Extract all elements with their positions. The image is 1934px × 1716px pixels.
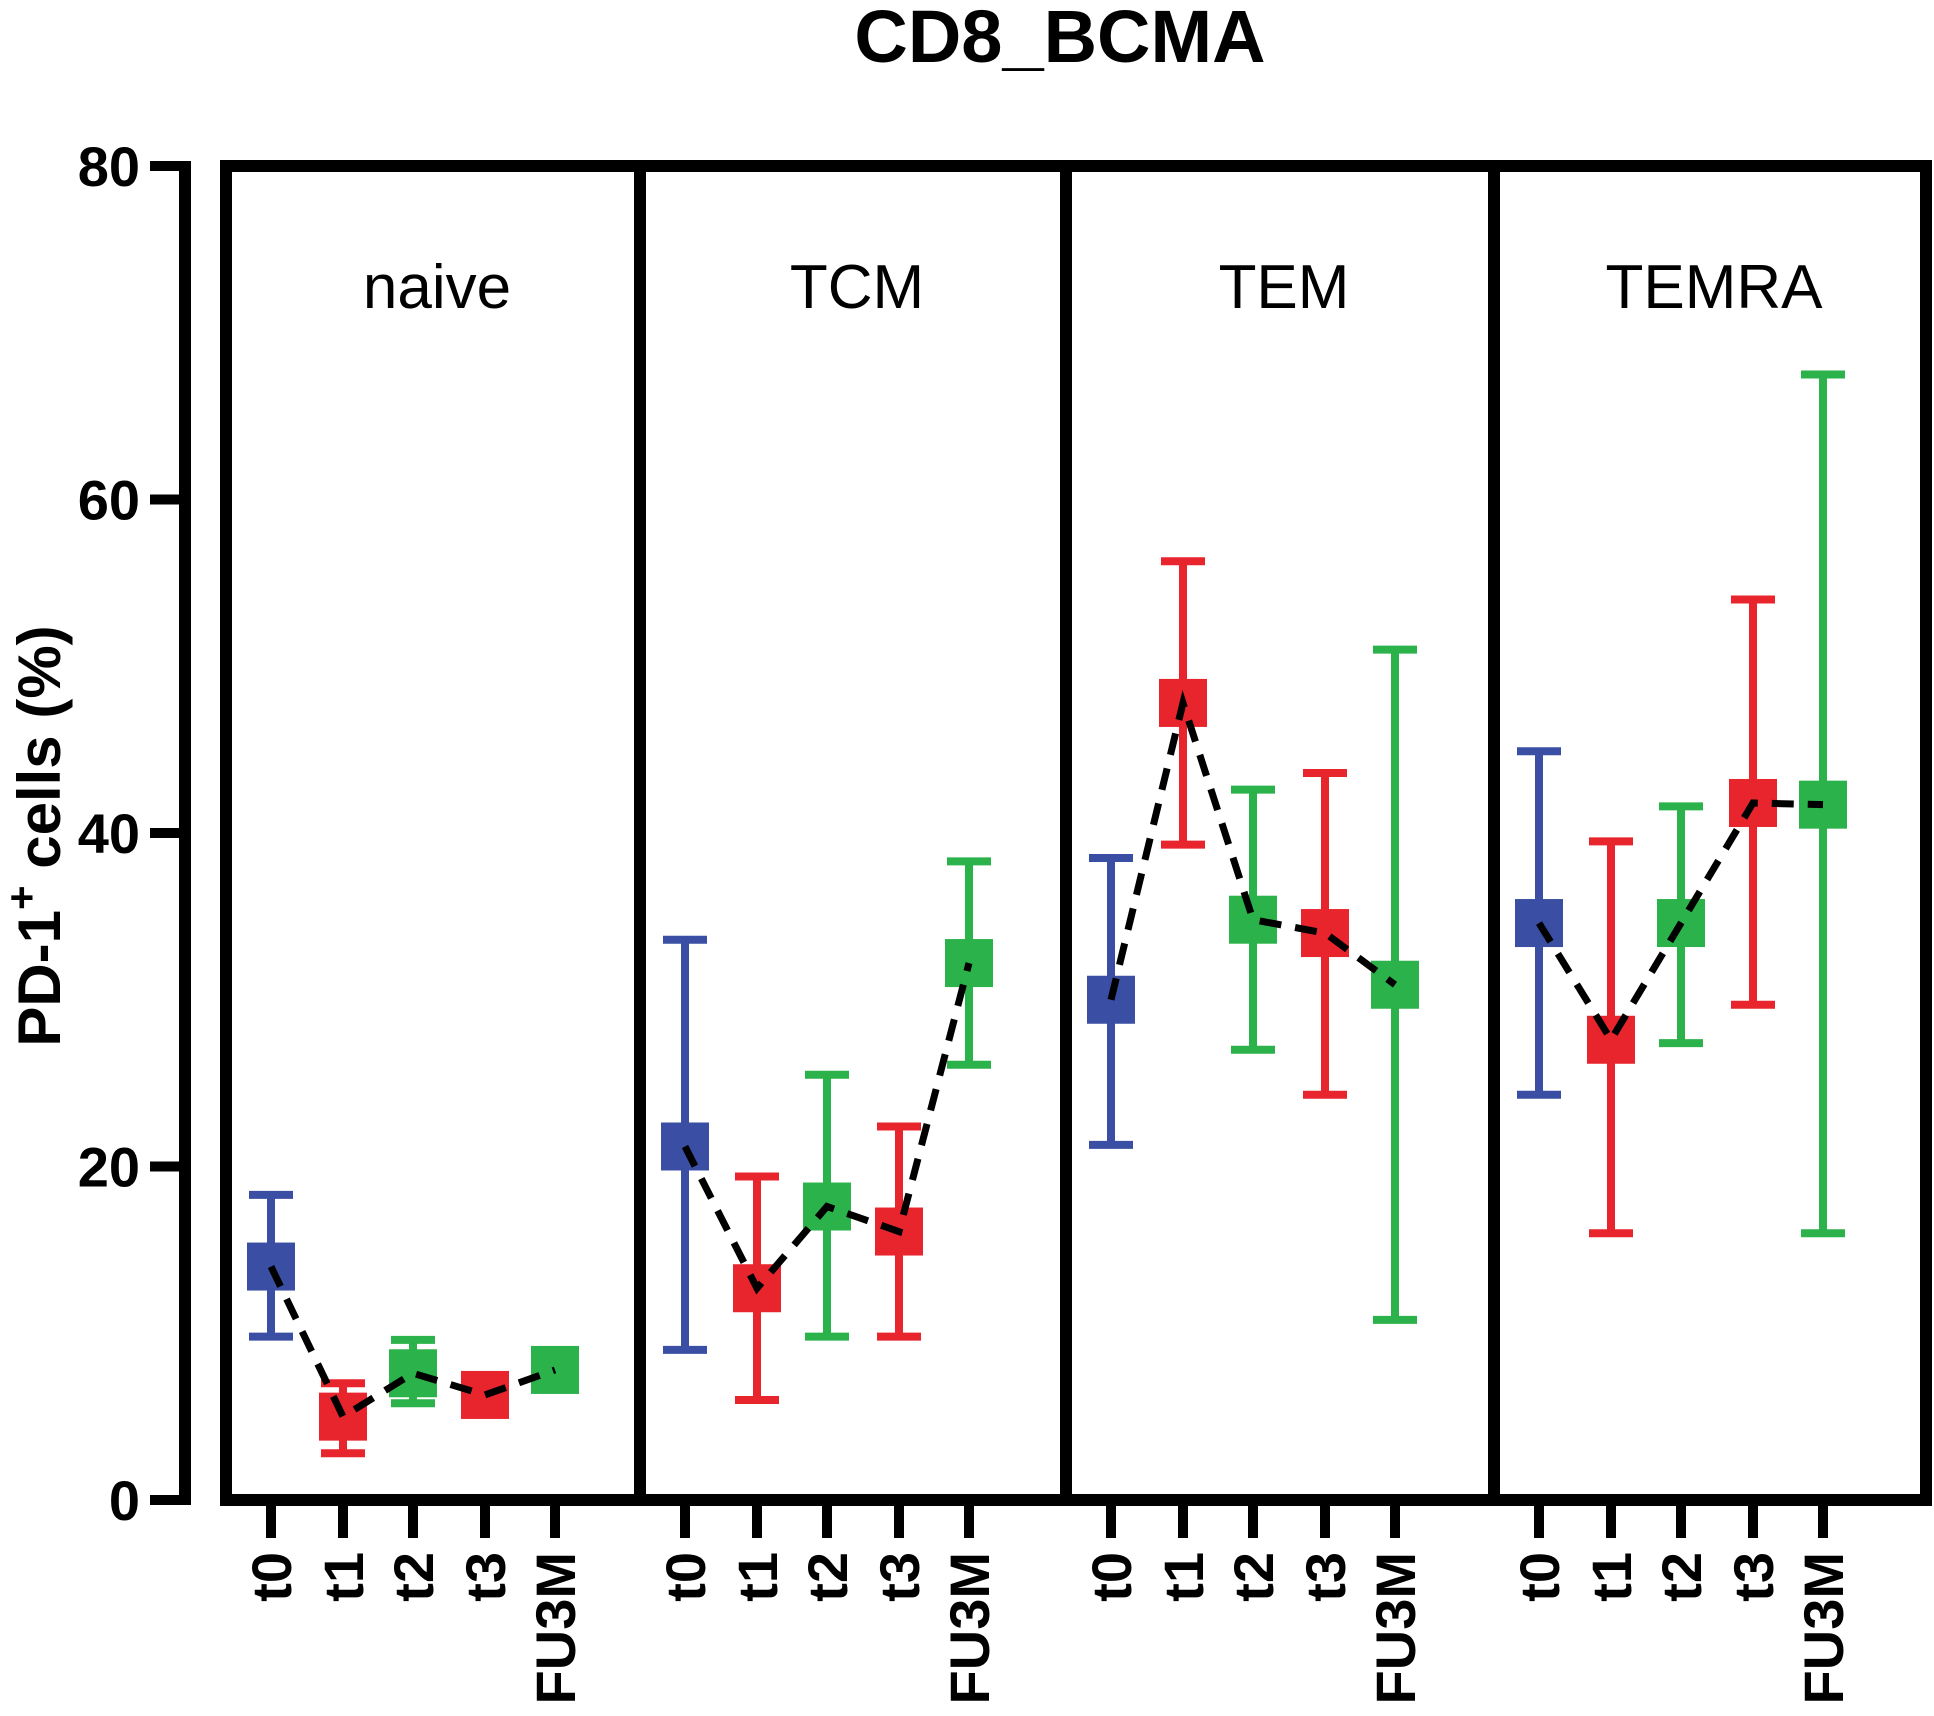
x-tick-label: t2	[1222, 1552, 1285, 1602]
x-tick-label: t1	[726, 1552, 789, 1602]
panel-tcm: TCM t0 t1 t2 t3 FU3M	[634, 160, 1072, 1704]
x-tick-label: t0	[1080, 1552, 1143, 1602]
y-axis-label-superscript: +	[0, 885, 45, 910]
y-tick-label: 40	[78, 802, 140, 865]
y-tick-label: 60	[78, 469, 140, 532]
panel-label: naive	[363, 253, 511, 322]
panel-frame	[1060, 160, 1500, 1506]
y-tick-label: 0	[109, 1469, 140, 1532]
x-tick-label: t3	[868, 1552, 931, 1602]
x-tick-label: t3	[454, 1552, 517, 1602]
y-tick-label: 80	[78, 135, 140, 198]
x-tick-label: t2	[382, 1552, 445, 1602]
y-axis-label: PD-1+ cells (%)	[0, 625, 73, 1046]
data-point	[1587, 1015, 1635, 1064]
y-axis-label-main: PD-1	[6, 910, 73, 1047]
x-tick-label: t0	[654, 1552, 717, 1602]
panel-label: TEMRA	[1606, 253, 1824, 322]
x-tick-label: FU3M	[938, 1552, 1001, 1704]
panel-tem: TEM t0 t1 t2 t3 FU3M	[1060, 160, 1500, 1704]
x-tick-label: t0	[240, 1552, 303, 1602]
x-tick-label: t2	[1650, 1552, 1713, 1602]
connector-line	[1536, 799, 1824, 1047]
x-tick-label: t2	[796, 1552, 859, 1602]
data-point	[389, 1349, 437, 1398]
chart-title: CD8_BCMA	[854, 0, 1265, 78]
panel-frame	[1488, 160, 1932, 1506]
y-tick-label: 20	[78, 1136, 140, 1199]
panel-label: TEM	[1219, 253, 1350, 322]
y-axis-label-tail: cells (%)	[6, 625, 73, 885]
x-tick-label: t1	[1580, 1552, 1643, 1602]
connector-line	[267, 1265, 557, 1422]
x-tick-label: t3	[1722, 1552, 1785, 1602]
panel-temra: TEMRA t0 t1 t2 t3 FU3M	[1488, 160, 1932, 1704]
data-point	[319, 1392, 367, 1441]
x-tick-label: FU3M	[1792, 1552, 1855, 1704]
panel-frame	[634, 160, 1072, 1506]
x-tick-label: FU3M	[524, 1552, 587, 1704]
y-axis: 0 20 40 60 80	[78, 135, 191, 1532]
panel-naive: naive t0 t1 t2 t3 FU3M	[220, 160, 646, 1704]
x-tick-label: FU3M	[1364, 1552, 1427, 1704]
x-tick-label: t1	[312, 1552, 375, 1602]
x-tick-label: t0	[1508, 1552, 1571, 1602]
x-tick-label: t3	[1294, 1552, 1357, 1602]
panel-label: TCM	[790, 253, 924, 322]
connector-line	[681, 962, 973, 1295]
x-tick-label: t1	[1152, 1552, 1215, 1602]
data-point	[461, 1370, 509, 1419]
